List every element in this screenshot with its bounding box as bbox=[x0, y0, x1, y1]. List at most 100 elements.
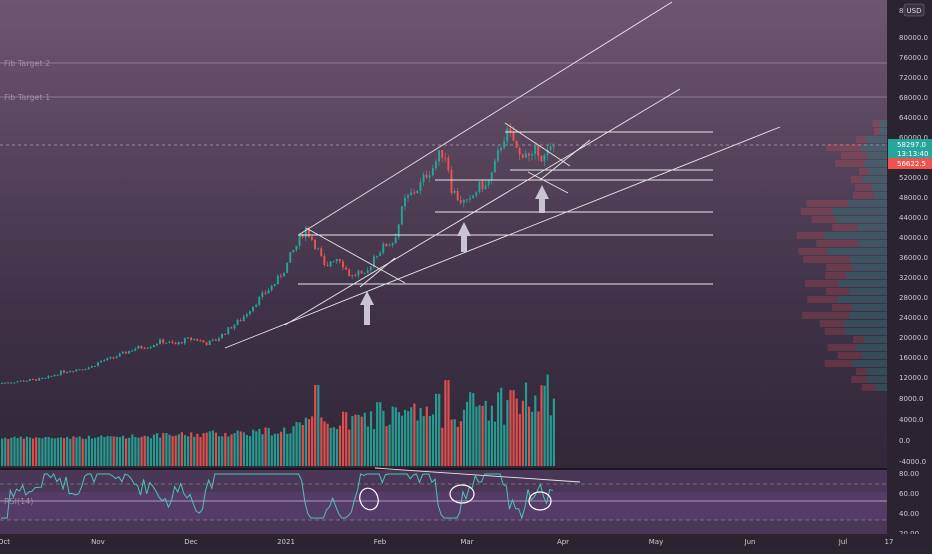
candle-body bbox=[366, 270, 369, 274]
price-tick-label: 20000.0 bbox=[899, 334, 928, 342]
candle-body bbox=[431, 168, 434, 176]
time-axis-background bbox=[0, 534, 932, 550]
volume-profile-bar bbox=[827, 344, 857, 351]
volume-bar bbox=[230, 434, 233, 466]
candle-body bbox=[137, 346, 140, 349]
volume-bar bbox=[311, 416, 314, 466]
arrow-up-icon bbox=[457, 222, 471, 252]
candle-body bbox=[286, 262, 289, 273]
volume-profile-bar bbox=[807, 296, 838, 303]
candle-body bbox=[53, 375, 56, 377]
candle-body bbox=[521, 154, 524, 158]
time-ticks: Oct Nov Dec 2021 Feb Mar Apr May Jun Jul 17 bbox=[0, 538, 893, 546]
volume-bar bbox=[249, 436, 252, 466]
volume-bar bbox=[78, 436, 81, 466]
volume-bar bbox=[295, 421, 298, 466]
volume-bar bbox=[549, 415, 552, 466]
candle-body bbox=[469, 198, 471, 200]
volume-bar bbox=[171, 436, 174, 466]
volume-profile-bar bbox=[851, 176, 863, 183]
volume-bar bbox=[332, 427, 335, 466]
volume-profile-bar bbox=[826, 288, 849, 295]
volume-profile-bar bbox=[802, 312, 850, 319]
volume-bar bbox=[121, 435, 125, 466]
candle-body bbox=[404, 197, 406, 207]
candle-body bbox=[109, 357, 112, 359]
volume-bar bbox=[292, 426, 295, 466]
volume-bar bbox=[450, 419, 453, 466]
price-axis-background bbox=[887, 0, 932, 550]
volume-bars bbox=[1, 374, 555, 466]
arrow-up-icon bbox=[535, 185, 549, 213]
candle-body bbox=[32, 379, 34, 381]
volume-profile-bar bbox=[851, 376, 868, 383]
time-axis[interactable]: Oct Nov Dec 2021 Feb Mar Apr May Jun Jul 17 bbox=[0, 534, 932, 550]
price-tick-label: 36000.0 bbox=[899, 254, 928, 262]
volume-profile-bar bbox=[873, 192, 887, 199]
volume-bar bbox=[320, 417, 323, 466]
price-tick-label: 12000.0 bbox=[899, 374, 928, 382]
candle-body bbox=[25, 380, 28, 382]
volume-bar bbox=[342, 411, 345, 466]
candle-body bbox=[44, 377, 47, 379]
volume-bar bbox=[521, 400, 524, 466]
candle-body bbox=[221, 333, 223, 339]
volume-bar bbox=[81, 438, 84, 466]
volume-bar bbox=[326, 423, 329, 466]
candle-body bbox=[258, 296, 261, 305]
time-tick-label: May bbox=[649, 538, 663, 546]
rsi-divergence-line bbox=[374, 467, 581, 483]
time-tick-label: Nov bbox=[91, 538, 105, 546]
candle-body bbox=[307, 228, 310, 237]
volume-bar bbox=[506, 400, 509, 466]
candle-body bbox=[233, 324, 236, 329]
volume-bar bbox=[459, 421, 462, 466]
volume-profile-bar bbox=[832, 224, 858, 231]
candle-body bbox=[320, 248, 323, 257]
volume-bar bbox=[410, 407, 413, 466]
candle-body bbox=[75, 369, 78, 372]
candle-body bbox=[171, 341, 174, 343]
volume-profile-bar bbox=[874, 128, 880, 135]
volume-profile-bar bbox=[861, 352, 887, 359]
channel-top-line bbox=[299, 1, 673, 235]
volume-bar bbox=[298, 422, 301, 466]
volume-bar bbox=[59, 437, 63, 466]
volume-bar bbox=[503, 424, 506, 466]
candle-body bbox=[540, 155, 543, 162]
volume-profile-bar bbox=[837, 352, 862, 359]
candle-body bbox=[35, 379, 37, 381]
volume-profile-bar bbox=[796, 232, 825, 239]
candle-body bbox=[490, 172, 493, 181]
price-axis[interactable]: USD 8 80000.0 76000.0 72000.0 68000.0 64000.… bbox=[887, 0, 932, 550]
volume-profile-bar bbox=[862, 176, 887, 183]
volume-bar bbox=[35, 437, 38, 466]
fib-target-2-label: Fib Target 2 bbox=[4, 59, 50, 68]
alt-price-badge: 56622.5 bbox=[888, 158, 932, 169]
candle-body bbox=[239, 320, 242, 322]
time-tick-label: Oct bbox=[0, 538, 10, 546]
candle-body bbox=[112, 357, 115, 359]
volume-bar bbox=[100, 435, 103, 466]
candle-body bbox=[270, 285, 273, 291]
candle-body bbox=[379, 252, 382, 256]
volume-bar bbox=[490, 405, 493, 466]
candle-body bbox=[214, 339, 217, 341]
candle-body bbox=[273, 284, 276, 286]
volume-bar bbox=[196, 433, 199, 466]
volume-bar bbox=[304, 417, 307, 466]
volume-bar bbox=[50, 438, 53, 466]
volume-bar bbox=[180, 432, 183, 466]
volume-bar bbox=[1, 438, 4, 466]
volume-bar bbox=[146, 436, 149, 466]
volume-profile-bar bbox=[866, 136, 887, 143]
candle-body bbox=[335, 258, 338, 262]
volume-profile-bar bbox=[838, 280, 887, 287]
volume-bar bbox=[484, 400, 487, 466]
volume-bar bbox=[404, 409, 407, 466]
volume-profile-bar bbox=[861, 384, 876, 391]
volume-bar bbox=[10, 437, 13, 466]
currency-badge[interactable] bbox=[903, 3, 925, 17]
